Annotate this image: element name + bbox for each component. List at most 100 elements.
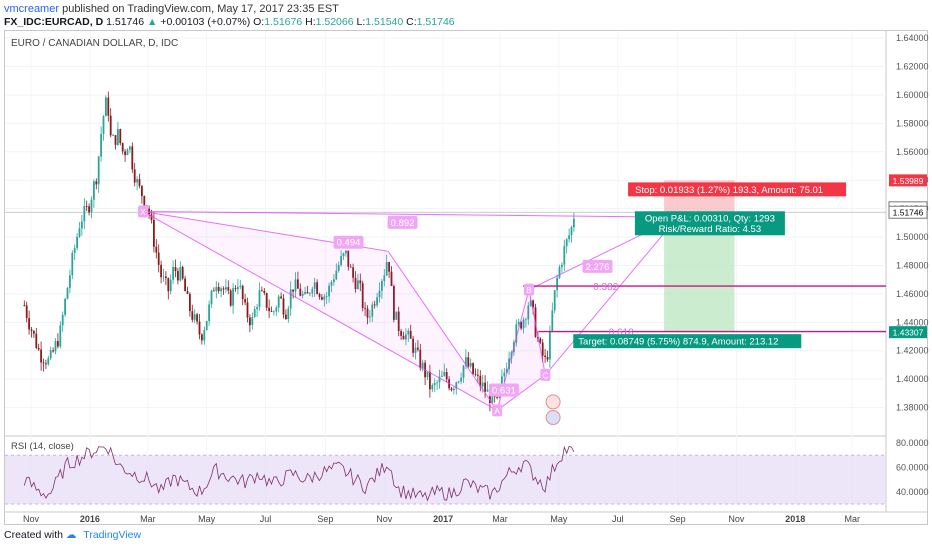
open-value: 1.51676	[264, 16, 303, 28]
symbol-label: FX_IDC:EURCAD, D	[4, 16, 104, 28]
time-tick-label: Mar	[140, 514, 156, 524]
candle-body	[73, 248, 76, 253]
candle-body	[344, 250, 347, 254]
candle-body	[500, 376, 503, 389]
candle-body	[541, 342, 544, 356]
price-tag-box	[889, 174, 927, 187]
candle-body	[234, 288, 237, 290]
candle-body	[80, 221, 83, 229]
rsi-tick-label: 80.0000	[896, 438, 929, 448]
candle-body	[172, 267, 174, 280]
candle-body	[49, 350, 52, 359]
candle-body	[455, 382, 458, 389]
target-label: Target: 0.08749 (5.75%) 874.9, Amount: 2…	[578, 337, 778, 348]
candle-body	[35, 333, 38, 348]
candle-body	[481, 382, 484, 387]
candle-body	[248, 317, 251, 326]
candle-body	[220, 288, 222, 292]
candle-body	[520, 321, 522, 329]
candle-body	[140, 185, 143, 197]
ohlc-line: FX_IDC:EURCAD, D 1.51746 ▲ +0.00103 (+0.…	[4, 16, 455, 28]
rsi-tick-label: 60.0000	[896, 462, 929, 472]
candle-body	[428, 371, 431, 390]
high-value: 1.52066	[315, 16, 354, 28]
author-link[interactable]: vmcreamer	[4, 3, 60, 15]
target-zone	[664, 219, 735, 333]
candle-body	[167, 278, 170, 292]
time-tick-label: Nov	[23, 514, 40, 524]
candle-body	[23, 305, 26, 307]
candle-body	[52, 350, 54, 352]
candle-body	[373, 304, 376, 306]
price-tick-label: 1.48000	[896, 260, 929, 270]
candle-body	[546, 356, 549, 360]
candle-body	[364, 307, 366, 309]
candle-body	[76, 236, 78, 249]
published-text: published on TradingView.com, May 17, 20…	[62, 3, 339, 15]
target-label-box	[573, 334, 802, 349]
price-tick-label: 1.42000	[896, 346, 929, 356]
candle-body	[284, 314, 287, 320]
candle-body	[472, 363, 474, 374]
last-price: 1.51746	[106, 16, 145, 28]
pattern-ratio-badge	[387, 215, 418, 229]
candle-body	[193, 314, 196, 320]
candle-body	[229, 290, 232, 306]
candle-body	[328, 285, 330, 297]
candle-body	[186, 291, 189, 294]
candle-body	[109, 115, 112, 136]
candle-body	[289, 289, 292, 309]
candle-body	[460, 377, 462, 382]
candle-body	[61, 314, 64, 326]
rsi-band	[5, 455, 886, 504]
candle-body	[306, 291, 309, 294]
candle-body	[40, 349, 42, 363]
candle-body	[522, 319, 525, 329]
candle-body	[311, 288, 314, 294]
candle-body	[491, 390, 494, 403]
rr-label: Risk/Reward Ratio: 4.53	[659, 224, 761, 235]
candle-body	[150, 214, 153, 220]
tradingview-brand[interactable]: TradingView	[83, 529, 142, 541]
candle-body	[224, 287, 227, 290]
pattern-line	[387, 250, 498, 411]
time-tick-label: Nov	[728, 514, 745, 524]
candle-body	[313, 282, 316, 289]
candle-body	[529, 300, 532, 306]
candle-body	[402, 335, 405, 340]
candle-body	[128, 146, 131, 150]
candle-body	[268, 307, 270, 312]
candle-body	[505, 368, 508, 373]
candle-body	[47, 358, 50, 365]
candle-body	[169, 279, 172, 292]
candle-body	[208, 304, 210, 322]
candle-body	[282, 298, 285, 315]
candle-body	[515, 324, 518, 343]
price-tick-label: 1.50000	[896, 232, 929, 242]
candle-body	[496, 397, 498, 398]
candle-body	[304, 291, 306, 294]
close-label: C:	[406, 16, 417, 28]
candle-body	[119, 129, 122, 144]
candle-body	[138, 179, 141, 186]
candle-body	[64, 298, 66, 315]
candle-body	[287, 308, 290, 320]
chart-frame[interactable]	[4, 30, 928, 525]
pattern-ratio-badge	[488, 383, 519, 397]
candle-body	[356, 280, 359, 290]
candle-body	[568, 235, 570, 240]
rsi-tick-label: 40.0000	[896, 487, 929, 497]
candle-body	[92, 181, 95, 200]
candle-body	[121, 143, 124, 152]
candle-body	[191, 311, 194, 320]
candle-body	[59, 325, 62, 347]
candle-body	[32, 330, 35, 334]
low-label: L:	[356, 16, 366, 28]
candle-body	[570, 227, 573, 236]
candle-body	[433, 383, 436, 386]
candle-body	[232, 288, 234, 306]
candle-body	[400, 331, 402, 336]
time-tick-label: Sep	[670, 514, 686, 524]
time-tick-label: Jul	[612, 514, 624, 524]
